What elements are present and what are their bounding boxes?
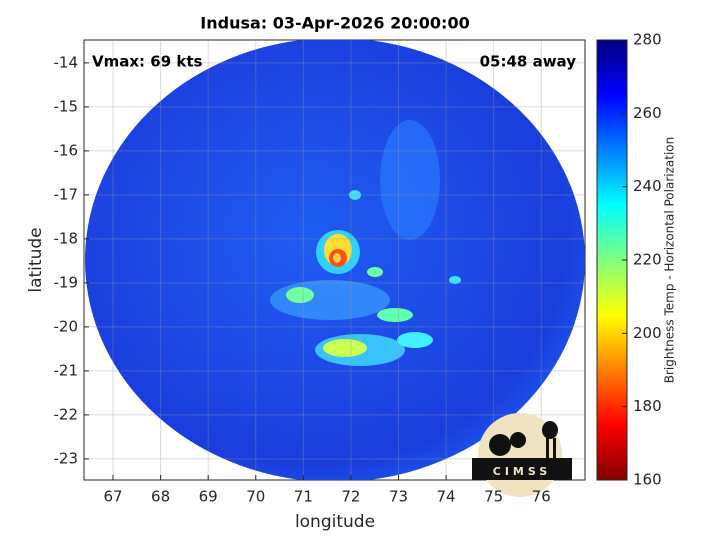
x-tick-label: 70 — [246, 488, 265, 506]
annotation: 05:48 away — [480, 53, 577, 71]
x-tick-label: 73 — [389, 488, 408, 506]
annotation: Vmax: 69 kts — [92, 53, 202, 71]
image — [85, 40, 585, 480]
y-axis-label: latitude — [26, 227, 46, 292]
y-tick-label: -18 — [54, 229, 79, 247]
x-tick-label: 72 — [341, 488, 360, 506]
y-tick-label: -14 — [54, 53, 79, 71]
logo-text: CIMSS — [493, 465, 551, 478]
x-tick-label: 67 — [103, 488, 122, 506]
y-tick-label: -16 — [54, 141, 79, 159]
x-tick-label: 75 — [484, 488, 503, 506]
colorbar-tick-label: 220 — [633, 251, 662, 269]
y-tick-label: -17 — [54, 185, 79, 203]
colorbar-tick-label: 280 — [633, 31, 662, 49]
y-tick-label: -22 — [54, 405, 79, 423]
x-tick-label: 69 — [199, 488, 218, 506]
y-tick-label: -15 — [54, 97, 79, 115]
y-tick-label: -23 — [54, 449, 79, 467]
colorbar-tick-label: 200 — [633, 324, 662, 342]
x-tick-label: 71 — [294, 488, 313, 506]
x-tick-label: 74 — [437, 488, 456, 506]
x-axis-label: longitude — [295, 512, 375, 532]
x-tick-label: 76 — [532, 488, 551, 506]
colorbar-tick-label: 160 — [633, 471, 662, 489]
colorbar-label: Brightness Temp - Horizontal Polarizatio… — [663, 137, 677, 384]
chart-title: Indusa: 03-Apr-2026 20:00:00 — [200, 14, 469, 33]
y-tick-label: -19 — [54, 273, 79, 291]
y-tick-label: -21 — [54, 361, 79, 379]
colorbar-tick-label: 180 — [633, 397, 662, 415]
colorbar-tick-label: 260 — [633, 104, 662, 122]
y-tick-label: -20 — [54, 317, 79, 335]
x-tick-label: 68 — [151, 488, 170, 506]
grid — [84, 40, 585, 480]
colorbar-tick-label: 240 — [633, 177, 662, 195]
